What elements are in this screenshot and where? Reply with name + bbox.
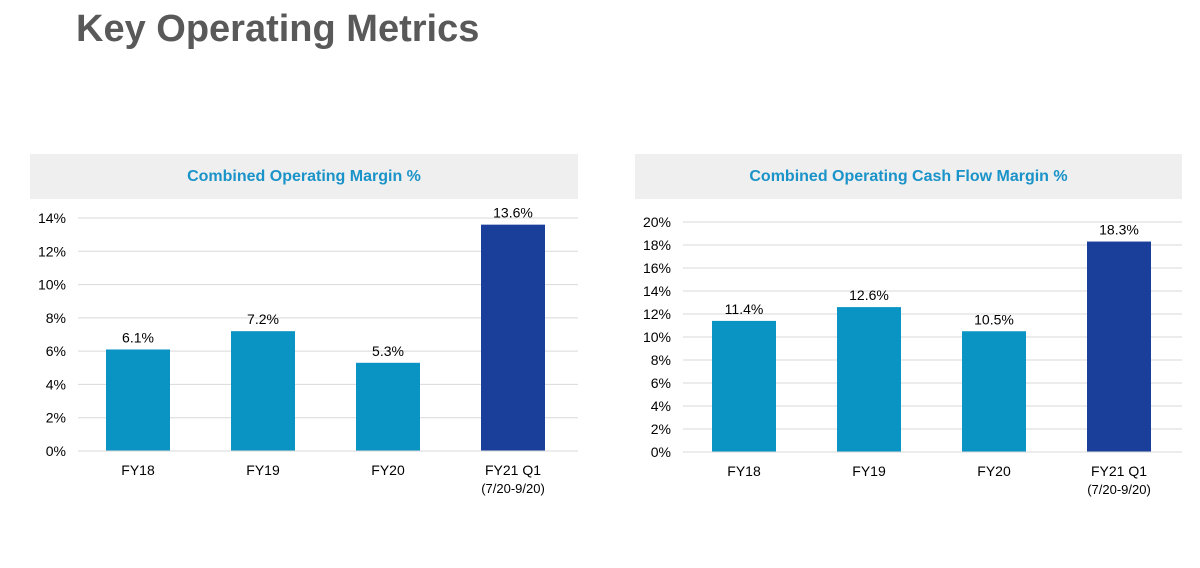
chart-title: Combined Operating Cash Flow Margin % <box>635 154 1182 199</box>
cash-flow-margin-chart-panel: Combined Operating Cash Flow Margin % 0%… <box>635 154 1182 514</box>
y-tick-label: 6% <box>46 343 66 359</box>
y-tick-label: 2% <box>46 410 66 426</box>
y-tick-label: 14% <box>38 210 66 226</box>
bar <box>837 307 901 452</box>
y-tick-label: 16% <box>643 260 671 276</box>
y-tick-label: 10% <box>38 277 66 293</box>
chart-title: Combined Operating Margin % <box>30 154 578 199</box>
data-label: 11.4% <box>725 301 764 317</box>
x-tick-label: FY21 Q1 (7/20-9/20) <box>1087 463 1151 497</box>
data-label: 5.3% <box>372 343 404 359</box>
x-tick-label: FY20 <box>371 462 405 478</box>
bar <box>712 320 776 452</box>
bar <box>231 331 295 451</box>
y-tick-label: 14% <box>643 283 671 299</box>
x-tick-label: FY21 Q1 (7/20-9/20) <box>481 462 545 496</box>
y-tick-label: 4% <box>651 398 671 414</box>
y-tick-label: 8% <box>651 352 671 368</box>
y-tick-label: 12% <box>38 243 66 259</box>
data-label: 10.5% <box>974 311 1014 327</box>
data-label: 7.2% <box>247 311 279 327</box>
y-tick-label: 6% <box>651 375 671 391</box>
y-tick-label: 20% <box>643 214 671 230</box>
data-label: 18.3% <box>1099 222 1139 238</box>
data-label: 12.6% <box>849 287 889 303</box>
x-tick-label: FY18 <box>121 462 155 478</box>
page-title: Key Operating Metrics <box>76 8 480 50</box>
cash-flow-margin-chart: 0% 2% 4% 6% 8% 10% 12% 14% 16% 18% 20% 11.4% FY18 12.… <box>643 214 1182 497</box>
data-label: 13.6% <box>493 205 533 221</box>
bar <box>962 331 1026 452</box>
bar <box>356 362 420 451</box>
y-tick-label: 0% <box>651 444 671 460</box>
y-tick-label: 12% <box>643 306 671 322</box>
y-tick-label: 18% <box>643 237 671 253</box>
x-tick-label: FY20 <box>977 463 1011 479</box>
y-tick-label: 8% <box>46 310 66 326</box>
operating-margin-chart-panel: Combined Operating Margin % 0% 2% 4% 6% 8% 10… <box>30 154 578 514</box>
x-tick-label: FY18 <box>727 463 761 479</box>
y-tick-label: 10% <box>643 329 671 345</box>
operating-margin-chart: 0% 2% 4% 6% 8% 10% 12% 14% 6.1% FY18 7.2% FY19 5.3% F… <box>38 205 578 496</box>
bar <box>106 349 170 451</box>
bar <box>481 224 545 451</box>
x-tick-label: FY19 <box>246 462 280 478</box>
bar <box>1087 241 1151 452</box>
data-label: 6.1% <box>122 329 154 345</box>
y-tick-label: 4% <box>46 376 66 392</box>
y-tick-label: 0% <box>46 443 66 459</box>
y-tick-label: 2% <box>651 421 671 437</box>
x-tick-label: FY19 <box>852 463 886 479</box>
